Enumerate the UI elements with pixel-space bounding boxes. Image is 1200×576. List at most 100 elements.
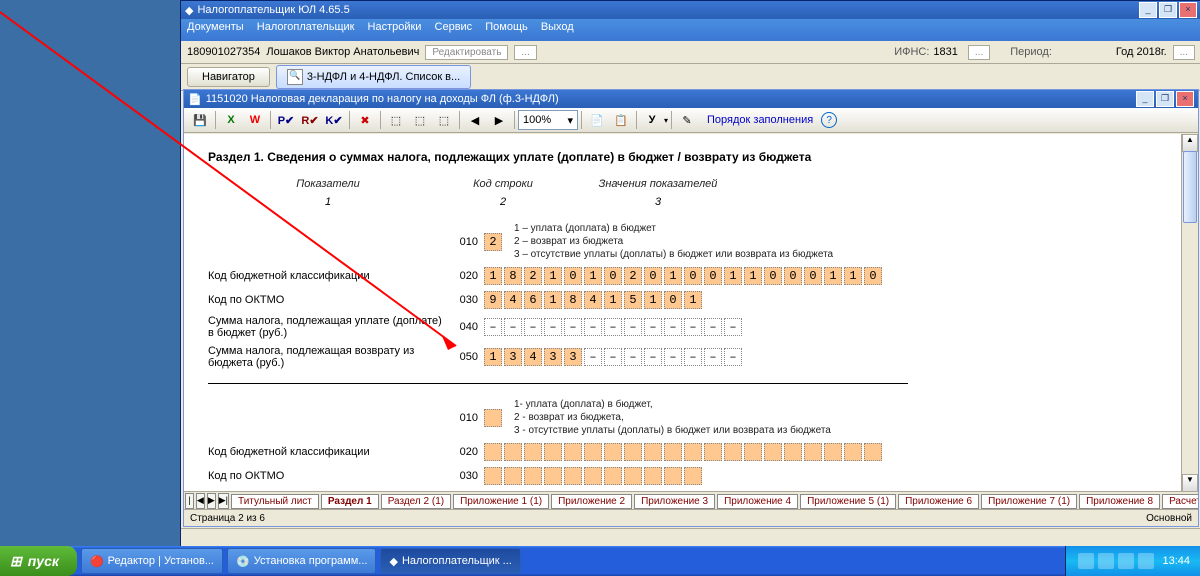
page-tab[interactable]: Приложение 6 (898, 494, 979, 509)
page-tab[interactable]: Раздел 1 (321, 494, 379, 509)
f030[interactable]: 94618415101 (484, 291, 704, 309)
row-040: Сумма налога, подлежащая уплате (доплате… (208, 315, 1158, 339)
page-tab[interactable]: Приложение 7 (1) (981, 494, 1077, 509)
f020[interactable]: 18210102010011000110 (484, 267, 884, 285)
menu-settings[interactable]: Настройки (368, 21, 422, 33)
tray-icon[interactable] (1098, 553, 1114, 569)
tb-word[interactable]: W (244, 109, 266, 131)
taskbar: ⊞пуск 🔴Редактор | Установ... 💿Установка … (0, 546, 1200, 576)
menu-exit[interactable]: Выход (541, 21, 574, 33)
pg-first[interactable]: |◀ (185, 493, 194, 509)
doc-title: 1151020 Налоговая декларация по налогу н… (206, 93, 1134, 105)
doc-tab-icon: 🔍 (287, 69, 303, 85)
doc-icon: 📄 (188, 93, 202, 106)
tray-icon[interactable] (1118, 553, 1134, 569)
minimize-button[interactable]: _ (1139, 2, 1157, 18)
menu-taxpayer[interactable]: Налогоплательщик (257, 21, 355, 33)
tb-p[interactable]: P✔ (275, 109, 297, 131)
f030b[interactable] (484, 467, 704, 485)
doc-tab-label: 3-НДФЛ и 4-НДФЛ. Список в... (307, 71, 460, 83)
tb-edit[interactable]: ✎ (676, 109, 698, 131)
page-tab[interactable]: Приложение 3 (634, 494, 715, 509)
edit-button[interactable]: Редактировать (425, 45, 508, 60)
scroll-up[interactable]: ▲ (1182, 134, 1198, 152)
tb-k[interactable]: K✔ (323, 109, 345, 131)
tray-icon[interactable] (1138, 553, 1154, 569)
doc-titlebar: 📄 1151020 Налоговая декларация по налогу… (184, 90, 1198, 108)
page-tab[interactable]: Приложение 2 (551, 494, 632, 509)
menu-help[interactable]: Помощь (485, 21, 528, 33)
page-tab[interactable]: Титульный лист (231, 494, 319, 509)
tb-del[interactable]: ✖ (354, 109, 376, 131)
more-button[interactable]: ... (514, 45, 536, 60)
page-tab[interactable]: Приложение 4 (717, 494, 798, 509)
tb-a3[interactable]: ⬚ (433, 109, 455, 131)
pg-next[interactable]: ▶ (207, 493, 216, 509)
tb-prev[interactable]: ◀ (464, 109, 486, 131)
task-1[interactable]: 🔴Редактор | Установ... (81, 548, 223, 574)
system-tray[interactable]: 13:44 (1065, 546, 1200, 576)
pg-prev[interactable]: ◀ (196, 493, 205, 509)
tb-excel[interactable]: X (220, 109, 242, 131)
menu-documents[interactable]: Документы (187, 21, 244, 33)
ifns-more[interactable]: ... (968, 45, 990, 60)
start-button[interactable]: ⊞пуск (0, 546, 77, 576)
order-link[interactable]: Порядок заполнения (707, 114, 813, 126)
scroll-thumb[interactable] (1183, 151, 1197, 223)
tb-r[interactable]: R✔ (299, 109, 321, 131)
tb-a1[interactable]: ⬚ (385, 109, 407, 131)
tb-save[interactable]: 💾 (189, 109, 211, 131)
tb-ins[interactable]: 📋 (610, 109, 632, 131)
scroll-down[interactable]: ▼ (1182, 474, 1198, 492)
doc-maximize[interactable]: ❐ (1156, 91, 1174, 107)
page-tab[interactable]: Приложение 1 (1) (453, 494, 549, 509)
row-050: Сумма налога, подлежащая возврату из бюд… (208, 345, 1158, 369)
document-window: 📄 1151020 Налоговая декларация по налогу… (183, 89, 1199, 527)
page-tab[interactable]: Приложение 8 (1079, 494, 1160, 509)
row-030b: Код по ОКТМО 030 (208, 467, 1158, 485)
row-010: 010 2 1 – уплата (доплата) в бюджет 2 – … (208, 222, 1158, 261)
zoom-select[interactable]: 100%▾ (518, 110, 578, 130)
page-tab[interactable]: Расчет к прил.1 (1162, 494, 1198, 509)
clock: 13:44 (1162, 555, 1190, 567)
pg-last[interactable]: ▶| (218, 493, 229, 509)
f010b[interactable] (484, 409, 502, 427)
nav-row: Навигатор 🔍 3-НДФЛ и 4-НДФЛ. Список в... (181, 64, 1200, 91)
task-2[interactable]: 💿Установка программ... (227, 548, 376, 574)
taxpayer-name: Лошаков Виктор Анатольевич (266, 46, 419, 58)
col-headers: ПоказателиКод строкиЗначения показателей (208, 178, 1158, 190)
divider (208, 383, 908, 384)
doc-minimize[interactable]: _ (1136, 91, 1154, 107)
navigator-button[interactable]: Навигатор (187, 67, 270, 87)
mode-label: Основной (1146, 513, 1192, 524)
f040[interactable]: ––––––––––––– (484, 318, 744, 336)
maximize-button[interactable]: ❐ (1159, 2, 1177, 18)
page-tab[interactable]: Приложение 5 (1) (800, 494, 896, 509)
ifns-label: ИФНС: (894, 46, 929, 58)
vscrollbar[interactable]: ▲ ▼ (1181, 134, 1198, 492)
tb-next[interactable]: ▶ (488, 109, 510, 131)
doc-close[interactable]: × (1176, 91, 1194, 107)
tb-y[interactable]: У (641, 109, 663, 131)
doc-tab[interactable]: 🔍 3-НДФЛ и 4-НДФЛ. Список в... (276, 65, 471, 89)
year-more[interactable]: ... (1173, 45, 1195, 60)
doc-toolbar: 💾 X W P✔ R✔ K✔ ✖ ⬚ ⬚ ⬚ ◀ ▶ 100%▾ 📄 📋 У ▾ (184, 108, 1198, 133)
close-button[interactable]: × (1179, 2, 1197, 18)
tray-icon[interactable] (1078, 553, 1094, 569)
taxpayer-inn: 180901027354 (187, 46, 260, 58)
f050[interactable]: 13433–––––––– (484, 348, 744, 366)
period-label: Период: (1010, 46, 1052, 58)
tb-a2[interactable]: ⬚ (409, 109, 431, 131)
page-tabs: |◀ ◀ ▶ ▶| Титульный листРаздел 1Раздел 2… (184, 491, 1198, 510)
f010[interactable]: 2 (484, 233, 502, 251)
row-020b: Код бюджетной классификации 020 (208, 443, 1158, 461)
page-tab[interactable]: Раздел 2 (1) (381, 494, 451, 509)
tb-copy[interactable]: 📄 (586, 109, 608, 131)
menu-service[interactable]: Сервис (435, 21, 473, 33)
task-3[interactable]: ◆Налогоплательщик ... (380, 548, 520, 574)
doc-body: Раздел 1. Сведения о суммах налога, подл… (184, 134, 1182, 492)
page-counter: Страница 2 из 6 (190, 513, 265, 524)
tb-help[interactable]: ? (821, 112, 837, 128)
year-value: Год 2018г. (1116, 46, 1167, 58)
f020b[interactable] (484, 443, 884, 461)
